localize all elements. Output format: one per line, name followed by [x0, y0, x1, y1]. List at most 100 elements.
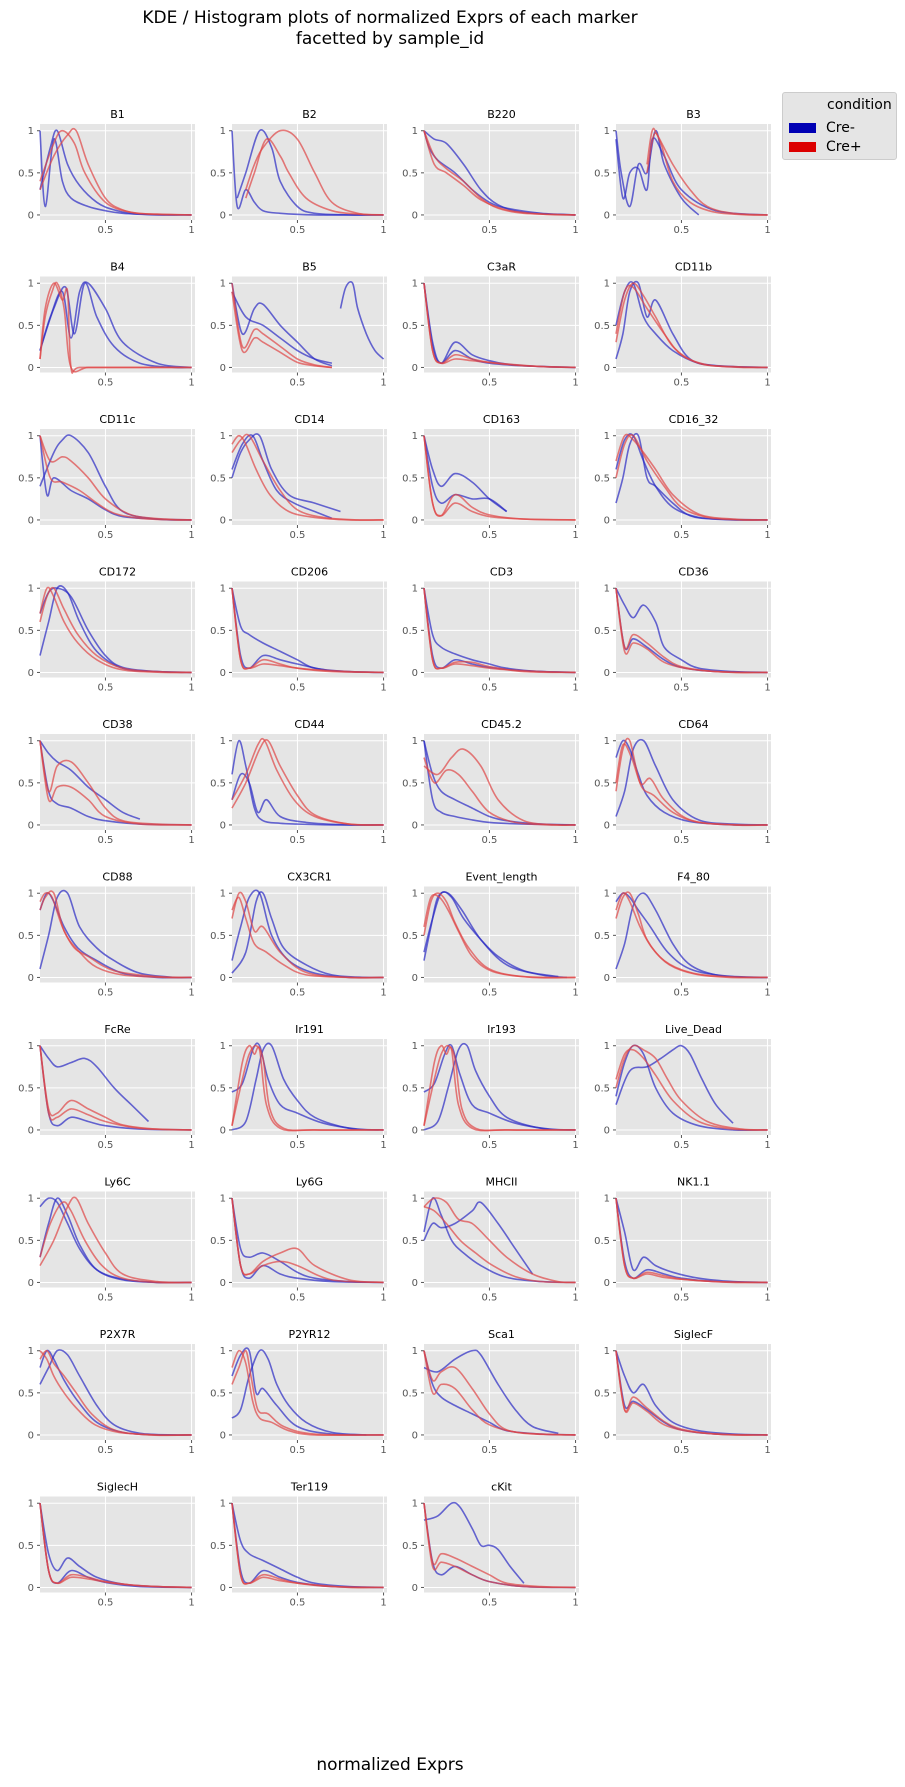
y-tick-label: 0 — [604, 210, 610, 221]
y-tick-label: 1 — [28, 736, 34, 747]
series-line-cre-plus — [245, 129, 384, 216]
y-tick-label: 0.5 — [18, 1083, 34, 1094]
series-line-cre-plus — [231, 283, 333, 369]
y-tick-label: 0 — [412, 1430, 418, 1441]
y-tick-label: 1 — [220, 736, 226, 747]
panel-title: cKit — [491, 1481, 512, 1494]
panel-background — [424, 581, 579, 678]
x-tick-label: 1 — [380, 683, 386, 694]
series-line-cre-minus — [236, 129, 384, 216]
series-line-cre-plus — [231, 1503, 384, 1589]
panel-title: Event_length — [465, 871, 537, 884]
panel-ter119: Ter119 0 0.5 1 0.5 1 — [210, 1481, 387, 1609]
panel-background — [616, 276, 771, 373]
panel-p2yr12: P2YR12 0 0.5 1 0.5 1 — [210, 1328, 387, 1456]
y-tick-label: 1 — [412, 1041, 418, 1052]
panel-cx3cr1: CX3CR1 0 0.5 1 0.5 1 — [210, 871, 387, 999]
x-tick-label: 0.5 — [481, 1445, 497, 1456]
x-tick-label: 1 — [188, 1140, 194, 1151]
panel-background — [40, 276, 195, 373]
series-line-cre-plus — [39, 740, 192, 826]
panel-background — [232, 276, 387, 373]
y-tick-label: 1 — [604, 126, 610, 137]
x-tick-label: 0.5 — [97, 835, 113, 846]
series-line-cre-minus — [615, 587, 768, 674]
panel-c3ar: C3aR 0 0.5 1 0.5 1 — [402, 261, 579, 389]
series-line-cre-minus — [423, 1042, 576, 1131]
panel-title: Ir193 — [487, 1023, 516, 1036]
series-line-cre-minus — [423, 1043, 576, 1131]
x-tick-label: 0.5 — [97, 530, 113, 541]
x-tick-label: 0.5 — [289, 1445, 305, 1456]
y-tick-label: 0.5 — [18, 473, 34, 484]
series-line-cre-minus — [39, 129, 192, 216]
x-tick-label: 1 — [380, 1140, 386, 1151]
series-line-cre-plus — [231, 433, 384, 521]
panel-mhcii: MHCII 0 0.5 1 0.5 1 — [402, 1176, 579, 1304]
series-line-cre-plus — [423, 435, 576, 521]
series-line-cre-minus — [231, 739, 384, 826]
y-tick-label: 1 — [28, 1194, 34, 1205]
x-tick-label: 1 — [572, 1598, 578, 1609]
y-tick-label: 0.5 — [18, 1236, 34, 1247]
series-line-cre-plus — [231, 1198, 384, 1284]
series-line-cre-plus — [39, 890, 192, 979]
y-tick-label: 1 — [220, 1499, 226, 1510]
x-tick-label: 1 — [764, 1293, 770, 1304]
panel-title: B3 — [686, 108, 701, 121]
series-line-cre-plus — [39, 1201, 192, 1284]
series-line-cre-plus — [39, 435, 192, 521]
x-tick-label: 0.5 — [481, 988, 497, 999]
series-line-cre-minus — [615, 1044, 768, 1132]
x-tick-label: 0.5 — [289, 835, 305, 846]
y-tick-label: 0 — [604, 1278, 610, 1289]
y-tick-label: 0.5 — [402, 168, 418, 179]
panel-ly6c: Ly6C 0 0.5 1 0.5 1 — [18, 1176, 195, 1304]
x-tick-label: 0.5 — [97, 683, 113, 694]
y-tick-label: 0 — [28, 515, 34, 526]
y-tick-label: 1 — [220, 889, 226, 900]
panel-cd36: CD36 0 0.5 1 0.5 1 — [594, 566, 771, 694]
y-tick-label: 0 — [412, 973, 418, 984]
y-tick-label: 0.5 — [18, 321, 34, 332]
y-tick-label: 0.5 — [402, 1083, 418, 1094]
panel-background — [40, 1344, 195, 1440]
y-tick-label: 0.5 — [594, 168, 610, 179]
y-tick-label: 0 — [604, 973, 610, 984]
x-tick-label: 1 — [188, 683, 194, 694]
x-tick-label: 1 — [572, 835, 578, 846]
y-tick-label: 0.5 — [402, 1388, 418, 1399]
x-tick-label: 0.5 — [673, 1445, 689, 1456]
x-tick-label: 1 — [764, 378, 770, 389]
series-line-cre-plus — [615, 1048, 768, 1131]
series-line-cre-plus — [231, 588, 384, 674]
y-tick-label: 1 — [604, 1194, 610, 1205]
series-line-cre-plus — [646, 132, 768, 216]
panel-title: CD64 — [678, 718, 708, 731]
series-line-cre-plus — [39, 1196, 192, 1284]
panel-title: P2X7R — [100, 1328, 136, 1341]
panel-background — [40, 124, 195, 220]
series-line-cre-plus — [231, 1044, 384, 1132]
y-tick-label: 0.5 — [402, 473, 418, 484]
panel-b5: B5 0 0.5 1 0.5 1 — [210, 261, 387, 389]
panel-title: SiglecH — [97, 1481, 138, 1494]
y-tick-label: 1 — [412, 889, 418, 900]
y-tick-label: 1 — [220, 1041, 226, 1052]
panel-cd64: CD64 0 0.5 1 0.5 1 — [594, 718, 771, 846]
y-tick-label: 0 — [28, 1583, 34, 1594]
x-tick-label: 1 — [764, 683, 770, 694]
series-line-cre-plus — [423, 1503, 576, 1589]
y-tick-label: 0.5 — [594, 321, 610, 332]
series-line-cre-minus — [615, 1350, 768, 1436]
y-tick-label: 1 — [604, 279, 610, 290]
series-line-cre-plus — [231, 737, 384, 826]
y-tick-label: 1 — [220, 584, 226, 595]
y-tick-label: 0.5 — [402, 1541, 418, 1552]
panel-title: CD163 — [483, 413, 520, 426]
y-tick-label: 0.5 — [210, 473, 226, 484]
panel-background — [424, 1344, 579, 1440]
y-tick-label: 0.5 — [594, 1388, 610, 1399]
panel-background — [40, 1191, 195, 1288]
series-line-cre-minus — [615, 137, 768, 216]
